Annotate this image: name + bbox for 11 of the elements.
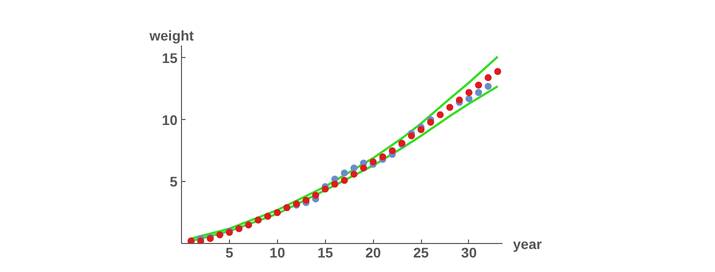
x-tick-label: 15: [317, 244, 334, 260]
y-tick-label: 5: [170, 174, 178, 190]
x-tick-label: 20: [365, 244, 382, 260]
x-tick-label: 25: [413, 244, 430, 260]
x-tick-label: 10: [270, 244, 286, 260]
x-axis-title: year: [513, 235, 542, 254]
y-tick-label: 10: [162, 112, 178, 128]
y-axis-title: weight: [148, 28, 194, 44]
y-tick-label: 15: [162, 50, 178, 66]
x-tick-label: 5: [226, 244, 234, 260]
x-tick-label: 30: [461, 244, 477, 260]
